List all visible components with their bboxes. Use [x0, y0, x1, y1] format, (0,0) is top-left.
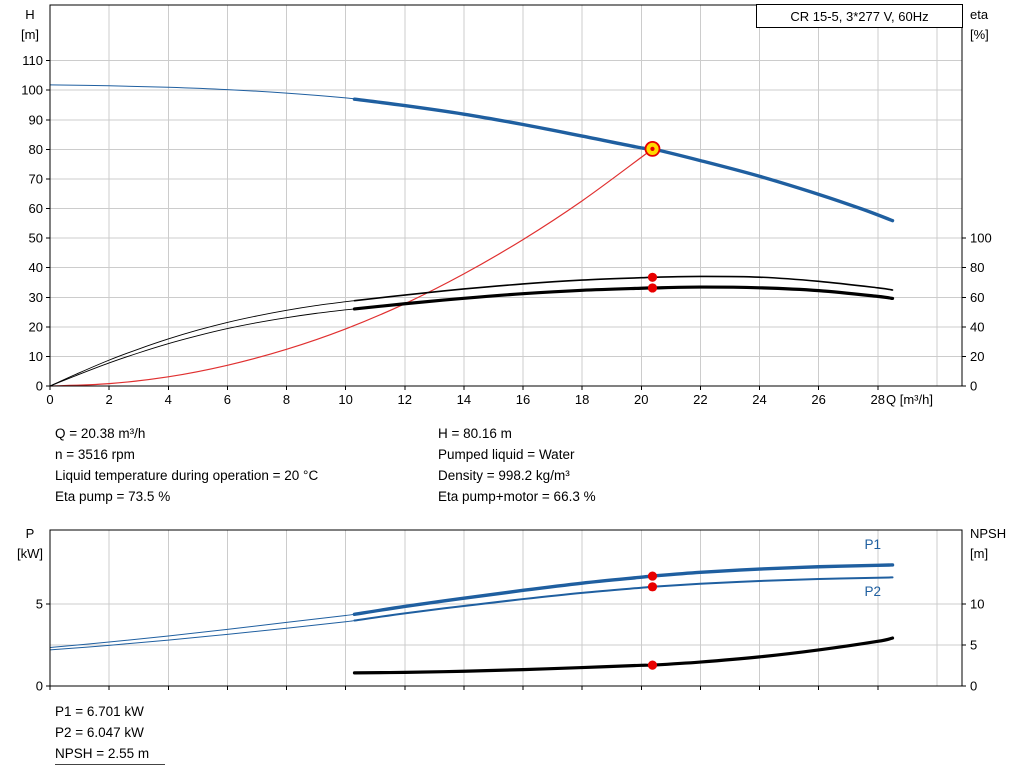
curve-eta-pump	[353, 275, 894, 302]
y-left-axis-title-units: [m]	[21, 27, 39, 42]
curve-system	[49, 148, 654, 387]
y-right-tick-label: 80	[970, 260, 984, 275]
y-right-tick-label: 40	[970, 319, 984, 334]
y-left-tick-label: 10	[29, 349, 43, 364]
power-npsh-results-block: P1 = 6.701 kW P2 = 6.047 kW NPSH = 2.55 …	[55, 701, 149, 764]
curve-p1	[352, 563, 895, 617]
y-left-axis-title-units: [kW]	[17, 546, 43, 561]
series-label-p1: P1	[864, 537, 881, 552]
duty-point-center	[650, 146, 655, 151]
y-right-tick-label: 0	[970, 679, 977, 694]
operating-point-dot	[647, 660, 658, 670]
pump-title-text: CR 15-5, 3*277 V, 60Hz	[790, 8, 929, 24]
curve-p1	[49, 613, 355, 648]
curve-eta-pump-motor	[49, 308, 355, 387]
y-right-axis-title: eta	[970, 7, 989, 22]
y-right-tick-label: 60	[970, 290, 984, 305]
curve-head	[49, 84, 355, 100]
y-left-tick-label: 90	[29, 112, 43, 127]
x-tick-label: 22	[693, 392, 707, 407]
y-right-tick-label: 20	[970, 349, 984, 364]
x-axis-title: Q [m³/h]	[886, 392, 933, 407]
info-eta-pump-motor: Eta pump+motor = 66.3 %	[438, 489, 596, 504]
partial-divider-line	[55, 764, 165, 765]
operating-point-dot	[647, 283, 658, 293]
y-right-tick-label: 100	[970, 231, 992, 246]
x-tick-label: 28	[871, 392, 885, 407]
y-left-axis-title: H	[25, 7, 34, 22]
curve-npsh	[352, 636, 895, 675]
y-left-tick-label: 5	[36, 596, 43, 611]
x-tick-label: 12	[398, 392, 412, 407]
operating-point-dot	[647, 571, 658, 581]
plot-frame	[49, 4, 963, 387]
y-left-tick-label: 50	[29, 231, 43, 246]
x-tick-label: 0	[46, 392, 53, 407]
operating-point-dot	[647, 582, 658, 592]
result-npsh: NPSH = 2.55 m	[55, 746, 150, 761]
y-left-tick-label: 80	[29, 142, 43, 157]
info-flow: Q = 20.38 m³/h	[55, 426, 146, 441]
x-tick-label: 8	[283, 392, 290, 407]
y-right-tick-label: 5	[970, 637, 977, 652]
x-tick-label: 10	[338, 392, 352, 407]
y-right-tick-label: 0	[970, 379, 977, 394]
x-tick-label: 20	[634, 392, 648, 407]
operating-point-dot	[647, 272, 658, 282]
curve-p2	[353, 576, 894, 622]
y-right-axis-title-units: [%]	[970, 27, 989, 42]
y-right-tick-label: 10	[970, 596, 984, 611]
x-tick-label: 18	[575, 392, 589, 407]
y-right-axis-title: NPSH	[970, 526, 1006, 541]
info-speed: n = 3516 rpm	[55, 447, 135, 462]
x-tick-label: 4	[165, 392, 172, 407]
x-tick-label: 16	[516, 392, 530, 407]
y-left-tick-label: 30	[29, 290, 43, 305]
y-right-axis-title-units: [m]	[970, 546, 988, 561]
plot-frame	[49, 529, 963, 687]
y-left-tick-label: 100	[21, 83, 43, 98]
x-tick-label: 6	[224, 392, 231, 407]
x-tick-label: 24	[752, 392, 766, 407]
x-tick-label: 14	[457, 392, 471, 407]
info-eta-pump: Eta pump = 73.5 %	[55, 489, 171, 504]
y-left-tick-label: 20	[29, 319, 43, 334]
x-tick-label: 26	[811, 392, 825, 407]
curve-head	[352, 97, 895, 223]
curve-eta-pump-motor	[352, 285, 895, 311]
curve-eta-pump	[49, 300, 355, 387]
result-p2: P2 = 6.047 kW	[55, 725, 144, 740]
operating-data-left-column: Q = 20.38 m³/h n = 3516 rpm Liquid tempe…	[55, 423, 318, 507]
result-p1: P1 = 6.701 kW	[55, 704, 144, 719]
info-density: Density = 998.2 kg/m³	[438, 468, 570, 483]
info-pumped-liquid: Pumped liquid = Water	[438, 447, 575, 462]
info-liquid-temperature: Liquid temperature during operation = 20…	[55, 468, 319, 483]
x-tick-label: 2	[106, 392, 113, 407]
y-left-axis-title: P	[26, 526, 35, 541]
y-left-tick-label: 0	[36, 679, 43, 694]
info-head: H = 80.16 m	[438, 426, 512, 441]
y-left-tick-label: 40	[29, 260, 43, 275]
y-left-tick-label: 0	[36, 379, 43, 394]
series-label-p2: P2	[864, 584, 881, 599]
curve-p2	[49, 620, 355, 651]
operating-data-right-column: H = 80.16 m Pumped liquid = Water Densit…	[438, 423, 596, 507]
y-left-tick-label: 70	[29, 171, 43, 186]
y-left-tick-label: 60	[29, 201, 43, 216]
y-left-tick-label: 110	[22, 53, 43, 68]
pump-title-box: CR 15-5, 3*277 V, 60Hz	[756, 4, 963, 28]
